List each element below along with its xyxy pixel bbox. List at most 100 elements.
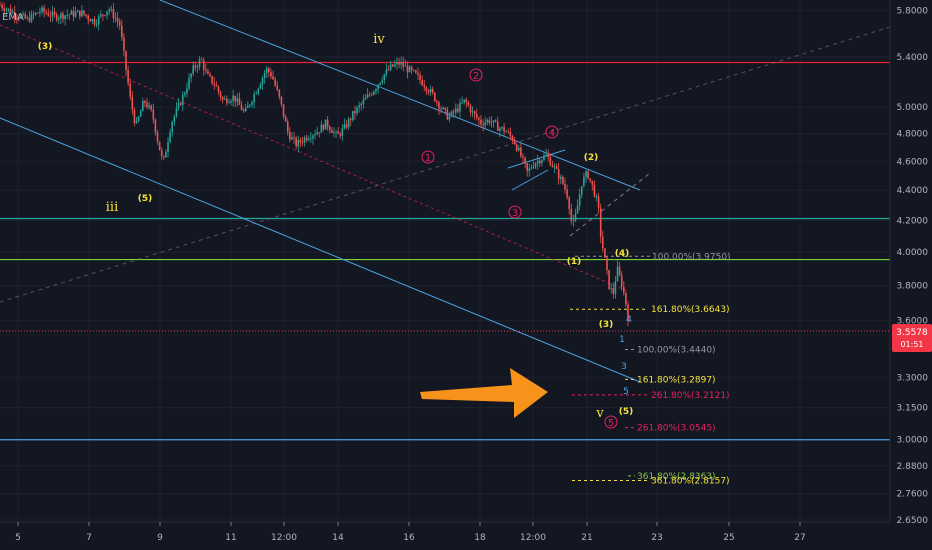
candle-body [312, 135, 314, 139]
candle-body [18, 17, 20, 19]
dashed-trend-line-2[interactable] [569, 172, 651, 237]
candle-body [198, 59, 201, 67]
candle [116, 11, 119, 28]
dashed-trend-line[interactable] [0, 13, 932, 303]
candle-body [184, 93, 186, 95]
candle-body [158, 141, 161, 151]
candle [551, 160, 554, 168]
candle-body [200, 59, 203, 61]
candle [179, 101, 182, 106]
candle [448, 111, 451, 123]
candle-body [259, 84, 262, 89]
candle-body [608, 269, 610, 289]
candle [396, 57, 398, 70]
candle-body [341, 128, 344, 136]
candle [305, 134, 308, 143]
trendlines[interactable] [0, 0, 932, 383]
candle [291, 132, 293, 141]
candle-body [402, 62, 405, 67]
orange-arrow-icon [420, 368, 548, 418]
channel-upper-line[interactable] [159, 0, 641, 191]
candle-body [123, 37, 125, 51]
candle-body [93, 19, 96, 25]
indicator-label[interactable]: EMA [2, 12, 24, 23]
wave-circle [604, 415, 618, 429]
candle-body [328, 126, 331, 131]
candle-body [236, 98, 239, 102]
candle-body [163, 156, 165, 158]
candle-body [104, 15, 106, 17]
candle-body [585, 171, 587, 177]
candle [148, 101, 150, 110]
candle [13, 5, 16, 24]
price-axis[interactable]: 5.8000 5.4000 5.0000 4.8000 4.6000 4.4000 4.20… [897, 7, 929, 526]
candle [358, 101, 360, 113]
candle [335, 129, 337, 138]
price-tick-label: 2.6500 [897, 516, 929, 526]
candle [320, 120, 323, 133]
candle-body [47, 13, 50, 16]
candle-body [507, 131, 510, 133]
candle-body [247, 105, 249, 108]
candle [341, 124, 344, 141]
candle [400, 56, 402, 70]
candle [41, 5, 43, 15]
candle-body [358, 105, 360, 108]
candle-body [492, 120, 495, 123]
candle-body [251, 102, 253, 105]
candle [394, 59, 396, 68]
candle-body [34, 12, 37, 15]
candle [257, 87, 260, 96]
current-price-tag: 3.5578 01:51 [892, 324, 932, 352]
candle-body [400, 62, 402, 65]
candle [564, 177, 566, 194]
candle [427, 88, 430, 96]
candle-body [421, 79, 423, 86]
candle [478, 116, 480, 126]
wave-label-text: 2 [473, 71, 479, 82]
candle [452, 108, 455, 118]
fib-levels[interactable]: 100.00%(3.9750) 161.80%(3.6643) 100.00%(3.… [570, 252, 731, 487]
candle [366, 88, 369, 99]
candle [324, 119, 327, 130]
candle-body [91, 19, 94, 22]
wedge-upper-line[interactable] [507, 149, 566, 169]
candle [242, 107, 245, 113]
dashed-channel-line[interactable] [0, 24, 631, 293]
candle-body [16, 16, 18, 18]
candle [89, 18, 92, 22]
candle [360, 101, 363, 111]
candle [188, 73, 190, 91]
candle-body [557, 168, 560, 179]
horizontal-levels[interactable] [0, 61, 890, 441]
candle-body [7, 8, 10, 10]
wave-label-text: (4) [615, 249, 630, 259]
candle-body [171, 121, 174, 133]
candle [356, 105, 358, 116]
fib-level-label: 161.80%(3.6643) [651, 305, 730, 315]
wave-label: (5) [619, 407, 634, 417]
candle-body [457, 108, 459, 112]
candle [473, 110, 476, 120]
candle-body [169, 132, 171, 142]
price-tick-label: 5.4000 [897, 53, 929, 63]
candle [591, 180, 594, 191]
candle-body [591, 180, 594, 185]
wedge-lower-line[interactable] [511, 169, 549, 191]
price-tick-label: 3.0000 [897, 435, 929, 445]
fib-level-label: 261.80%(3.2121) [651, 391, 730, 401]
candle-body [295, 137, 297, 147]
wave-label: iii [106, 200, 118, 215]
candle [587, 169, 589, 180]
candle-body [335, 131, 337, 133]
time-tick-label: 25 [723, 533, 734, 543]
wave-label: 5 [604, 415, 618, 429]
price-axis-background [890, 0, 932, 550]
time-axis[interactable]: 5 7 9 11 12:00 14 16 18 12:00 21 23 25 27 [15, 522, 806, 543]
channel-lower-line[interactable] [0, 117, 641, 383]
candle-body [70, 11, 73, 15]
candle-body [564, 183, 566, 190]
candle [282, 104, 285, 120]
candle [68, 13, 71, 21]
